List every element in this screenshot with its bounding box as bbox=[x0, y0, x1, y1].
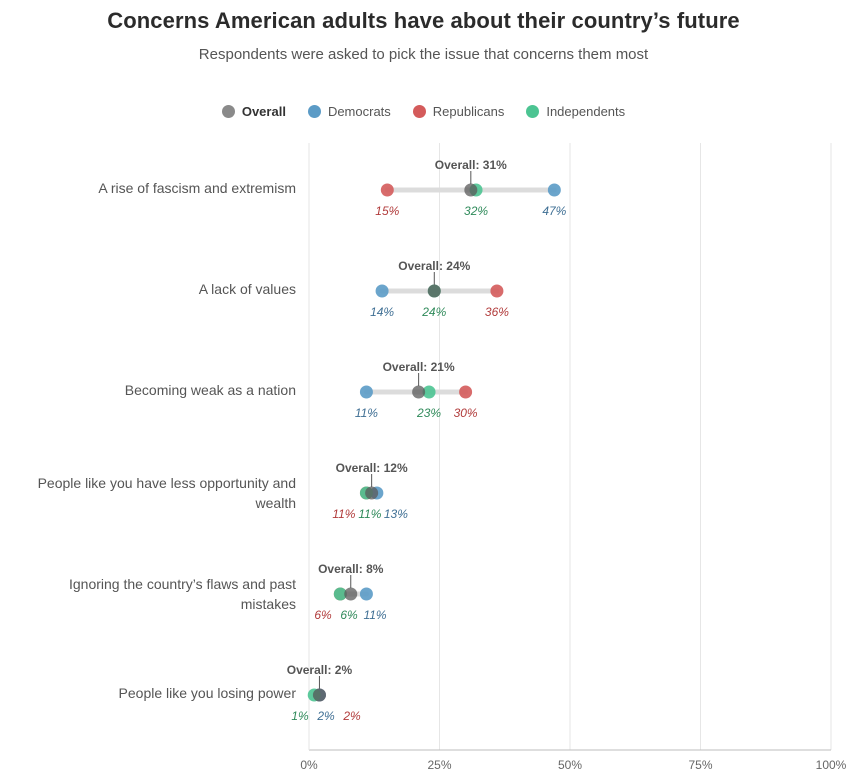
independents-dot bbox=[422, 385, 436, 399]
republicans-value-label: 30% bbox=[454, 406, 478, 420]
legend-swatch-independents bbox=[526, 105, 540, 118]
legend-item-independents[interactable]: Independents bbox=[526, 104, 625, 119]
independents-value-label: 23% bbox=[416, 406, 441, 420]
republicans-dot bbox=[380, 183, 394, 197]
legend-item-republicans[interactable]: Republicans bbox=[412, 104, 505, 119]
republicans-value-label: 6% bbox=[314, 608, 332, 622]
democrats-value-label: 13% bbox=[384, 507, 408, 521]
legend-item-overall[interactable]: Overall bbox=[221, 104, 286, 119]
category-label: wealth bbox=[255, 495, 296, 511]
legend-label-democrats: Democrats bbox=[327, 104, 391, 119]
category-label: Ignoring the country’s flaws and past bbox=[69, 576, 296, 592]
democrats-dot bbox=[359, 385, 373, 399]
overall-dot bbox=[344, 587, 358, 601]
democrats-value-label: 14% bbox=[370, 305, 394, 319]
overall-dot bbox=[427, 284, 441, 298]
republicans-value-label: 2% bbox=[342, 709, 361, 723]
legend-label-republicans: Republicans bbox=[432, 104, 505, 119]
legend-swatch-overall bbox=[221, 105, 235, 118]
republicans-value-label: 15% bbox=[375, 204, 399, 218]
chart-subtitle: Respondents were asked to pick the issue… bbox=[198, 46, 649, 63]
democrats-dot bbox=[359, 587, 373, 601]
overall-dot bbox=[365, 486, 379, 500]
category-label: Becoming weak as a nation bbox=[125, 382, 296, 398]
category-label: A lack of values bbox=[199, 281, 296, 297]
overall-label: Overall: 8% bbox=[318, 562, 384, 576]
independents-value-label: 24% bbox=[421, 305, 446, 319]
chart-title: Concerns American adults have about thei… bbox=[107, 8, 740, 33]
independents-value-label: 32% bbox=[464, 204, 488, 218]
republicans-dot bbox=[490, 284, 504, 298]
overall-label: Overall: 12% bbox=[336, 461, 408, 475]
overall-label: Overall: 31% bbox=[435, 158, 507, 172]
overall-label: Overall: 21% bbox=[383, 360, 455, 374]
overall-dot bbox=[464, 183, 478, 197]
democrats-value-label: 11% bbox=[363, 608, 386, 622]
democrats-value-label: 47% bbox=[542, 204, 566, 218]
democrats-dot bbox=[547, 183, 561, 197]
x-tick-label: 50% bbox=[558, 758, 582, 772]
democrats-value-label: 2% bbox=[316, 709, 335, 723]
category-label: People like you losing power bbox=[119, 685, 297, 701]
x-tick-label: 0% bbox=[300, 758, 318, 772]
overall-label: Overall: 2% bbox=[287, 663, 353, 677]
x-tick-label: 75% bbox=[688, 758, 712, 772]
independents-dot bbox=[333, 587, 347, 601]
legend-label-independents: Independents bbox=[546, 104, 626, 119]
overall-label: Overall: 24% bbox=[398, 259, 470, 273]
republicans-dot bbox=[459, 385, 473, 399]
republicans-value-label: 11% bbox=[332, 507, 355, 521]
independents-value-label: 11% bbox=[358, 507, 381, 521]
independents-value-label: 1% bbox=[291, 709, 309, 723]
chart-legend: Overall Democrats Republicans Independen… bbox=[0, 104, 847, 119]
category-label: mistakes bbox=[241, 596, 296, 612]
republicans-value-label: 36% bbox=[485, 305, 509, 319]
legend-swatch-democrats bbox=[307, 105, 321, 118]
legend-item-democrats[interactable]: Democrats bbox=[307, 104, 391, 119]
democrats-dot bbox=[375, 284, 389, 298]
independents-value-label: 6% bbox=[340, 608, 358, 622]
category-label: People like you have less opportunity an… bbox=[38, 475, 296, 491]
overall-dot bbox=[312, 688, 326, 702]
legend-swatch-republicans bbox=[412, 105, 426, 118]
legend-label-overall: Overall bbox=[241, 104, 286, 119]
x-tick-label: 100% bbox=[816, 758, 847, 772]
overall-dot bbox=[412, 385, 426, 399]
democrats-value-label: 11% bbox=[355, 406, 378, 420]
category-label: A rise of fascism and extremism bbox=[98, 180, 296, 196]
x-tick-label: 25% bbox=[427, 758, 451, 772]
